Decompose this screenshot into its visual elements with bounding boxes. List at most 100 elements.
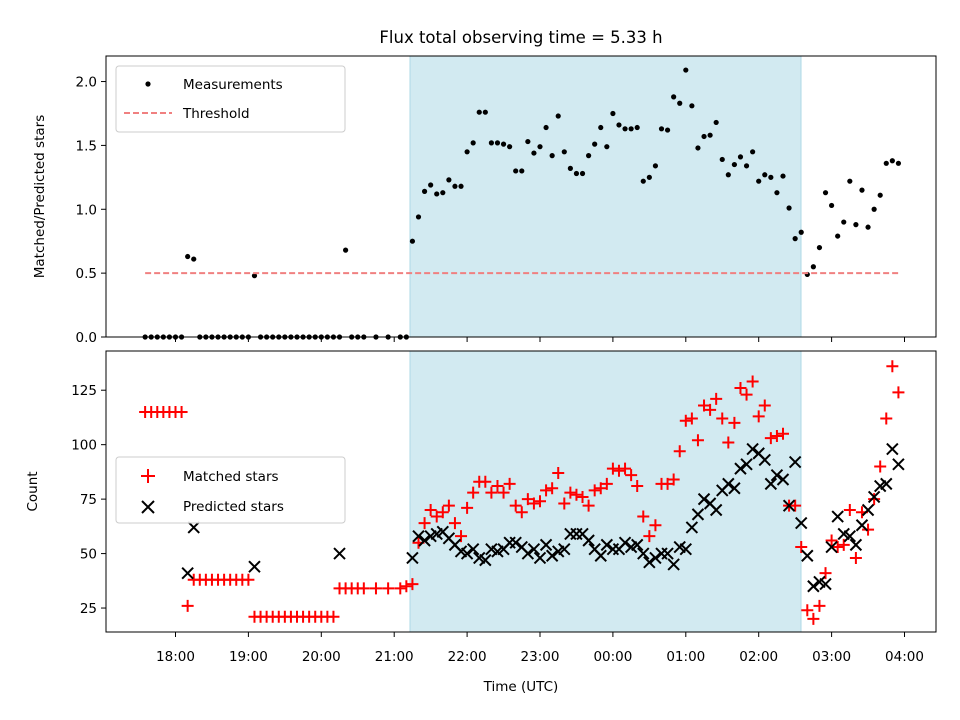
predicted-star-point: [849, 538, 863, 552]
measurement-point: [598, 124, 604, 131]
measurement-point: [409, 238, 416, 244]
matched-star-point: [491, 480, 504, 493]
top-x-axis: [175, 337, 905, 342]
measurement-point: [191, 256, 197, 262]
measurement-point: [853, 222, 859, 228]
matched-star-point: [716, 412, 729, 425]
predicted-star-point: [855, 519, 869, 532]
matched-star-point: [667, 473, 680, 486]
predicted-star-point: [618, 536, 632, 549]
measurement-point: [847, 178, 853, 184]
x-tick-label: 19:00: [229, 649, 268, 665]
matched-star-point: [479, 475, 492, 488]
measurement-point: [658, 126, 665, 132]
measurement-point: [628, 126, 634, 132]
predicted-star-point: [843, 529, 857, 543]
matched-star-point: [777, 427, 789, 440]
matched-star-point: [327, 610, 340, 623]
legend-matched-marker: [141, 469, 155, 483]
measurement-point: [707, 132, 713, 138]
matched-star-point: [661, 477, 674, 490]
measurement-point: [713, 119, 719, 126]
predicted-star-point: [764, 477, 778, 491]
measurement-point: [415, 214, 422, 220]
measurement-point: [579, 170, 586, 177]
predicted-star-point: [709, 503, 723, 517]
matched-star-point: [625, 469, 638, 482]
predicted-star-point: [734, 462, 747, 475]
top-legend: Measurements Threshold: [115, 65, 346, 133]
measurement-point: [622, 126, 628, 132]
matched-star-point: [594, 482, 607, 495]
predicted-star-point: [722, 477, 735, 491]
predicted-star-point: [187, 521, 200, 534]
measurement-point: [677, 100, 683, 106]
predicted-star-point: [630, 538, 644, 552]
matched-star-point: [770, 429, 783, 442]
measurement-point: [646, 174, 652, 180]
matched-star-point: [612, 464, 625, 477]
predicted-star-point: [831, 510, 844, 523]
measurement-point: [464, 149, 470, 155]
measurement-point: [470, 140, 476, 146]
predicted-star-point: [886, 442, 899, 456]
x-tick-label: 00:00: [593, 649, 632, 665]
matched-star-point: [521, 493, 534, 506]
measurement-point: [519, 168, 525, 174]
predicted-star-point: [466, 543, 480, 556]
measurement-point: [865, 224, 871, 230]
matched-star-point: [631, 480, 644, 493]
y-tick-label: 50: [80, 547, 97, 563]
measurement-point: [610, 110, 616, 117]
matched-star-point: [673, 445, 686, 458]
predicted-star-point: [740, 458, 753, 471]
x-tick-label: 04:00: [885, 649, 924, 665]
predicted-star-point: [892, 458, 905, 471]
matched-star-point: [461, 501, 474, 514]
y-tick-label: 1.0: [76, 202, 97, 218]
measurement-point: [525, 138, 531, 145]
measurement-point: [871, 206, 877, 212]
matched-star-point: [540, 484, 553, 497]
matched-star-point: [503, 477, 516, 490]
measurement-point: [774, 190, 780, 196]
top-y-axis: 0.0 0.5 1.0 1.5 2.0: [76, 75, 106, 346]
matched-star-point: [606, 462, 619, 475]
measurement-point: [488, 140, 494, 146]
y-tick-label: 0.0: [76, 330, 97, 346]
predicted-star-point: [788, 455, 802, 469]
matched-star-point: [430, 510, 443, 523]
measurement-point: [822, 190, 829, 196]
matched-star-point: [406, 578, 419, 591]
matched-star-point: [576, 490, 589, 503]
matched-star-point: [831, 541, 844, 554]
measurement-point: [762, 172, 768, 178]
y-tick-label: 75: [80, 492, 97, 508]
predicted-star-point: [795, 516, 808, 530]
matched-star-point: [527, 497, 540, 510]
measurement-point: [841, 219, 847, 225]
predicted-star-point: [770, 468, 784, 482]
predicted-star-point: [807, 580, 820, 593]
matched-star-point: [619, 462, 632, 475]
matched-star-point: [886, 360, 899, 373]
measurement-point: [640, 178, 646, 184]
matched-star-point: [880, 412, 893, 425]
matched-star-point: [874, 460, 887, 473]
measurement-point: [719, 156, 725, 163]
measurement-point: [604, 144, 610, 150]
measurement-point: [725, 172, 731, 178]
measurement-point: [616, 122, 622, 128]
predicted-star-point: [248, 560, 261, 573]
measurement-point: [731, 161, 738, 168]
predicted-star-point: [594, 549, 607, 562]
x-tick-label: 02:00: [739, 649, 778, 665]
predicted-star-point: [782, 499, 796, 512]
measurement-point: [185, 253, 191, 260]
matched-star-point: [509, 499, 522, 512]
matched-star-point: [698, 399, 711, 412]
matched-star-point: [400, 580, 413, 593]
matched-star-point: [868, 493, 881, 506]
predicted-star-point: [558, 543, 571, 556]
